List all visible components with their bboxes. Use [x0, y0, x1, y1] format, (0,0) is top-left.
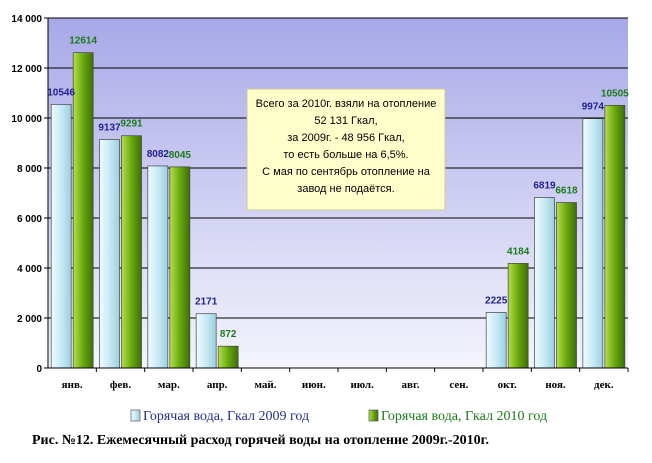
bar-2010 — [121, 135, 142, 369]
x-tick-label: сен. — [449, 379, 468, 391]
data-label-2010: 8045 — [169, 150, 192, 161]
bar-2009 — [485, 312, 507, 369]
annotation-line-5: С мая по сентябрь отопление на — [262, 166, 431, 178]
bar-2010 — [217, 345, 239, 369]
annotation-line-2: 52 131 Гкал, — [314, 115, 377, 127]
x-tick-label: янв. — [62, 379, 83, 391]
annotation-line-3: за 2009г. - 48 956 Гкал, — [287, 132, 405, 144]
data-label-2009: 6819 — [533, 181, 556, 192]
x-tick-label: фев. — [110, 379, 131, 391]
annotation-background — [246, 88, 446, 211]
figure-caption: Рис. №12. Ежемесячный расход горячей вод… — [32, 433, 489, 448]
data-label-2009: 2225 — [485, 295, 508, 306]
data-label-2010: 12614 — [69, 36, 97, 47]
y-tick-label: 10 000 — [11, 114, 42, 125]
y-tick-label: 12 000 — [11, 64, 42, 75]
bar-2010 — [604, 105, 626, 369]
bar-2009 — [99, 139, 120, 369]
data-label-2010: 872 — [220, 329, 237, 340]
x-tick-label: май. — [254, 379, 276, 391]
legend-label-2010: Горячая вода, Гкал 2010 год — [381, 409, 547, 424]
data-label-2009: 10546 — [47, 87, 75, 98]
x-tick-label: апр. — [207, 379, 228, 391]
y-tick-label: 2 000 — [17, 314, 42, 325]
annotation-box: Всего за 2010г. взяли на отопление 52 13… — [246, 88, 446, 211]
x-tick-label: дек. — [594, 379, 614, 391]
y-tick-label: 8 000 — [17, 164, 42, 175]
x-tick-label: июл. — [350, 379, 374, 391]
y-tick-label: 0 — [36, 364, 42, 375]
bar-2010 — [556, 202, 577, 369]
bar-2009 — [582, 118, 604, 369]
data-labels: 10546 12614 9137 9291 8082 8045 2171 872 2225 418… — [47, 36, 629, 341]
x-tick-labels: янв. фев. мар. апр. май. июн. июл. авг. сен. окт.… — [62, 368, 629, 391]
bar-2010 — [169, 166, 191, 369]
x-tick-label: окт. — [498, 379, 517, 391]
x-tick-label: мар. — [158, 379, 180, 391]
gridlines — [48, 17, 628, 319]
data-label-2010: 6618 — [555, 186, 578, 197]
data-label-2009: 9974 — [582, 102, 605, 113]
data-label-2010: 4184 — [507, 246, 530, 257]
x-tick-label: июн. — [302, 379, 326, 391]
legend-swatch-2010 — [368, 409, 379, 422]
data-label-2010: 9291 — [120, 119, 143, 130]
x-tick-label: ноя. — [545, 379, 566, 391]
y-tick-labels: 0 2 000 4 000 6 000 8 000 10 000 12 000 14 000 — [11, 14, 48, 375]
bar-2009 — [147, 165, 169, 369]
x-tick-label: авг. — [402, 379, 420, 391]
legend-label-2009: Горячая вода, Гкал 2009 год — [143, 409, 309, 424]
annotation-line-1: Всего за 2010г. взяли на отопление — [256, 98, 437, 110]
data-label-2009: 8082 — [147, 149, 170, 160]
bar-2010 — [507, 263, 529, 369]
bar-2010 — [72, 52, 94, 369]
annotation-line-6: завод не подаётся. — [297, 183, 394, 195]
legend: Горячая вода, Гкал 2009 год Горячая вода… — [130, 409, 547, 424]
bar-2009 — [534, 197, 555, 369]
bar-2009 — [195, 313, 217, 369]
data-label-2009: 9137 — [98, 123, 121, 134]
bar-2009 — [50, 103, 72, 369]
annotation-line-4: то есть больше на 6,5%. — [283, 149, 408, 161]
y-tick-label: 4 000 — [17, 264, 42, 275]
legend-swatch-2009 — [130, 409, 141, 422]
bars — [50, 52, 626, 369]
data-label-2009: 2171 — [195, 297, 218, 308]
data-label-2010: 10505 — [601, 88, 629, 99]
y-tick-label: 14 000 — [11, 14, 42, 25]
y-tick-label: 6 000 — [17, 214, 42, 225]
